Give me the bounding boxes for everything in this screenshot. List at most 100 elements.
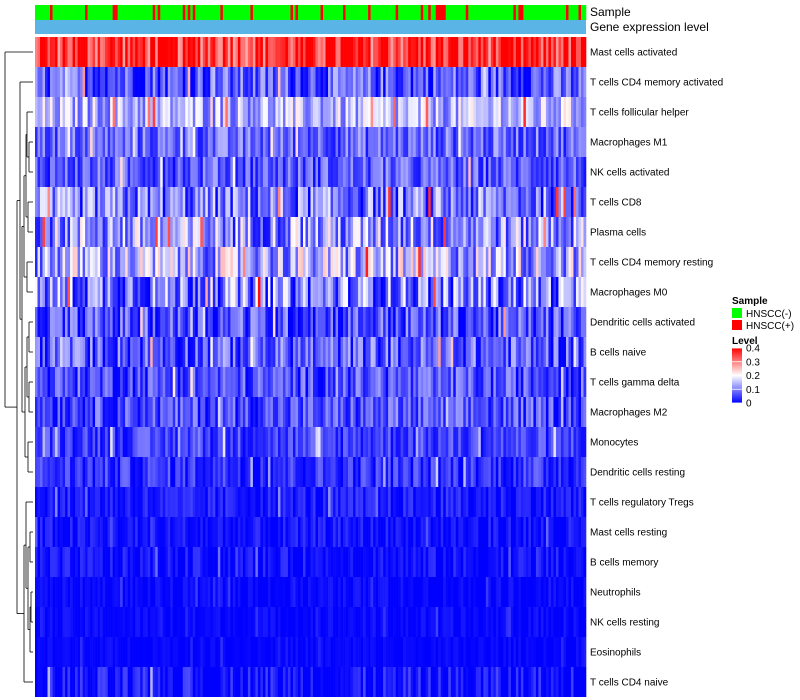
heatmap-cell	[460, 307, 464, 337]
heatmap-cell	[305, 667, 309, 697]
heatmap-cell	[395, 607, 399, 637]
heatmap-cell	[333, 667, 336, 697]
sample-annotation-cell	[365, 5, 369, 20]
heatmap-cell	[280, 217, 284, 247]
heatmap-cell	[85, 157, 88, 187]
heatmap-cell	[160, 277, 164, 307]
heatmap-cell	[515, 367, 519, 397]
heatmap-cell	[120, 97, 123, 127]
heatmap-cell	[40, 547, 43, 577]
heatmap-cell	[408, 487, 411, 517]
heatmap-cell	[282, 97, 286, 127]
heatmap-cell	[375, 37, 379, 67]
heatmap-cell	[350, 247, 354, 277]
heatmap-cell	[87, 457, 91, 487]
heatmap-cell	[350, 457, 354, 487]
heatmap-cell	[222, 97, 226, 127]
heatmap-cell	[555, 547, 559, 577]
heatmap-cell	[115, 667, 118, 697]
heatmap-cell	[297, 547, 301, 577]
heatmap-cell	[435, 517, 439, 547]
heatmap-cell	[415, 127, 419, 157]
heatmap-cell	[398, 487, 401, 517]
heatmap-cell	[67, 367, 71, 397]
heatmap-cell	[513, 37, 517, 67]
heatmap-cell	[217, 637, 221, 667]
heatmap-cell	[578, 307, 582, 337]
heatmap-cell	[315, 127, 319, 157]
heatmap-cell	[175, 457, 179, 487]
heatmap-cell	[388, 397, 391, 427]
heatmap-cell	[463, 127, 467, 157]
heatmap-cell	[70, 67, 73, 97]
heatmap-cell	[290, 187, 294, 217]
heatmap-cell	[528, 517, 532, 547]
heatmap-cell	[292, 667, 296, 697]
heatmap-cell	[55, 667, 58, 697]
heatmap-cell	[267, 607, 271, 637]
heatmap-cell	[35, 637, 38, 667]
heatmap-cell	[205, 427, 209, 457]
heatmap-cell	[225, 337, 229, 367]
heatmap-cell	[100, 607, 103, 637]
heatmap-cell	[77, 667, 81, 697]
heatmap-cell	[192, 607, 196, 637]
heatmap-cell	[167, 457, 171, 487]
heatmap-cell	[210, 577, 214, 607]
heatmap-cell	[80, 487, 83, 517]
heatmap-cell	[77, 637, 81, 667]
heatmap-cell	[425, 607, 429, 637]
sample-annotation-cell	[413, 5, 416, 20]
heatmap-cell	[47, 367, 51, 397]
heatmap-cell	[152, 637, 156, 667]
heatmap-cell	[373, 367, 376, 397]
heatmap-cell	[222, 277, 226, 307]
heatmap-cell	[370, 337, 374, 367]
heatmap-cell	[540, 667, 544, 697]
heatmap-cell	[375, 577, 379, 607]
heatmap-cell	[237, 427, 241, 457]
heatmap-cell	[117, 397, 121, 427]
heatmap-cell	[47, 157, 51, 187]
heatmap-cell	[255, 427, 259, 457]
heatmap-cell	[90, 127, 93, 157]
heatmap-cell	[292, 37, 296, 67]
heatmap-cell	[448, 367, 452, 397]
heatmap-cell	[165, 607, 169, 637]
heatmap-cell	[405, 427, 409, 457]
heatmap-cell	[318, 247, 321, 277]
heatmap-cell	[548, 247, 552, 277]
heatmap-cell	[453, 367, 457, 397]
sample-annotation-cell	[227, 5, 231, 20]
heatmap-cell	[315, 607, 319, 637]
heatmap-cell	[252, 577, 256, 607]
heatmap-cell	[540, 127, 544, 157]
heatmap-cell	[250, 487, 254, 517]
heatmap-cell	[65, 667, 68, 697]
heatmap-cell	[175, 577, 179, 607]
heatmap-cell	[428, 547, 432, 577]
heatmap-cell	[343, 397, 346, 427]
heatmap-cell	[488, 517, 492, 547]
heatmap-cell	[433, 457, 437, 487]
heatmap-cell	[478, 187, 482, 217]
heatmap-cell	[172, 577, 176, 607]
heatmap-cell	[147, 187, 151, 217]
heatmap-cell	[420, 277, 424, 307]
heatmap-cell	[328, 637, 331, 667]
heatmap-cell	[140, 277, 143, 307]
heatmap-cell	[573, 37, 577, 67]
heatmap-cell	[528, 127, 532, 157]
heatmap-cell	[520, 427, 524, 457]
heatmap-cell	[200, 367, 204, 397]
heatmap-cell	[40, 277, 43, 307]
heatmap-cell	[92, 307, 96, 337]
heatmap-cell	[45, 427, 48, 457]
heatmap-cell	[192, 217, 196, 247]
heatmap-cell	[100, 97, 103, 127]
heatmap-cell	[488, 397, 492, 427]
heatmap-cell	[450, 637, 454, 667]
heatmap-cell	[257, 97, 261, 127]
heatmap-cell	[478, 97, 482, 127]
heatmap-cell	[120, 277, 123, 307]
